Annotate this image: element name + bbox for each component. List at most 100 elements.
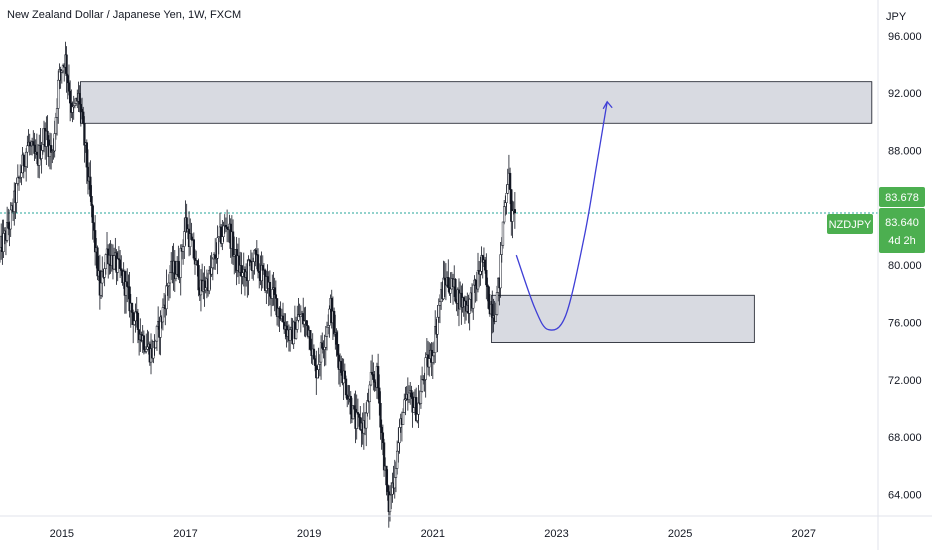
candle-body: [378, 387, 381, 404]
candle-body: [299, 314, 302, 317]
candle-body: [388, 494, 392, 513]
candle-body: [438, 301, 442, 306]
candle-body: [393, 477, 396, 489]
candle-body: [472, 284, 475, 309]
candle-body: [57, 79, 60, 109]
candle-body: [161, 307, 165, 323]
candle-body: [397, 442, 400, 452]
candle-body: [133, 320, 136, 325]
candle-body: [126, 281, 129, 287]
candle-body: [32, 141, 35, 146]
demand-zone[interactable]: [491, 294, 755, 343]
candle-body: [437, 305, 440, 318]
candle-body: [25, 151, 28, 167]
projection-arrowhead: [602, 100, 613, 110]
candle-body: [196, 260, 199, 266]
candle-body: [368, 384, 371, 402]
candle-body: [323, 346, 326, 350]
candle-body: [415, 397, 418, 421]
candle-body: [177, 260, 180, 277]
candle-body: [513, 209, 517, 214]
current-price-label: 83.640: [885, 217, 919, 229]
time-axis[interactable]: 2015 2017 2019 2021 2023 2025 2027: [50, 528, 816, 540]
chart-title: New Zealand Dollar / Japanese Yen, 1W, F…: [7, 9, 242, 21]
candle-body: [332, 310, 336, 335]
candle-body: [385, 465, 388, 486]
candle-body: [214, 254, 217, 259]
candle-body: [505, 193, 508, 203]
candle-body: [349, 395, 352, 415]
candle-body: [416, 414, 419, 421]
candle-body: [78, 93, 81, 105]
price-axis[interactable]: 96.000 92.000 88.000 80.000 76.000 72.000 68.0…: [888, 31, 922, 502]
candle-body: [321, 342, 324, 349]
candle-body: [403, 399, 406, 413]
candle-body: [324, 336, 327, 348]
time-tick-label: 2021: [421, 528, 445, 540]
candle-body: [417, 402, 420, 415]
candle-body: [468, 299, 471, 314]
candle-body: [54, 117, 58, 134]
candle-body: [15, 183, 18, 203]
candle-body: [275, 298, 279, 317]
candle-body: [20, 172, 23, 178]
candle-body: [366, 400, 369, 414]
candle-body: [313, 358, 317, 366]
candle-body: [379, 402, 382, 428]
projection-curve[interactable]: [515, 101, 608, 331]
candle-body: [504, 202, 507, 207]
candle-body: [419, 391, 423, 404]
candle-body: [2, 233, 5, 252]
candle-body: [69, 90, 72, 104]
candle-body: [386, 484, 389, 492]
candle-body: [83, 123, 86, 146]
candle-body: [344, 378, 348, 396]
candle-body: [204, 287, 207, 291]
supply-zone[interactable]: [79, 81, 873, 124]
candle-body: [431, 355, 434, 363]
candle-body: [181, 246, 185, 252]
candle-body: [312, 348, 316, 359]
candle-body: [112, 255, 116, 270]
price-badge[interactable]: 83.678 83.640 4d 2h: [879, 187, 925, 253]
candle-body: [116, 258, 119, 273]
candle-body: [92, 222, 96, 231]
candle-body: [9, 209, 12, 230]
candle-body: [412, 407, 415, 413]
candle-body: [211, 258, 214, 269]
candle-body: [268, 282, 272, 297]
zones-layer: [79, 81, 873, 343]
candle-body: [353, 405, 356, 410]
candle-body: [317, 364, 320, 370]
candle-body: [371, 371, 374, 375]
candle-body: [49, 145, 53, 153]
candle-body: [454, 278, 457, 302]
symbol-badge[interactable]: NZDJPY: [827, 214, 873, 234]
time-tick-label: 2027: [792, 528, 816, 540]
candle-body: [197, 265, 200, 291]
candle-body: [26, 145, 29, 153]
time-tick-label: 2015: [50, 528, 74, 540]
candle-body: [381, 432, 385, 443]
candle-body: [487, 286, 490, 309]
candle-body: [407, 392, 411, 400]
candle-body: [294, 329, 298, 339]
candle-body: [168, 272, 172, 284]
candle-body: [65, 54, 68, 76]
candle-body: [508, 172, 512, 190]
candle-body: [90, 196, 93, 206]
candle-body: [336, 344, 339, 356]
candle-body: [41, 144, 44, 151]
candle-body: [256, 254, 260, 272]
candle-body: [436, 316, 439, 335]
candle-body: [247, 259, 250, 281]
candle-body: [365, 412, 368, 429]
candle-body: [28, 141, 31, 147]
price-tick-label: 76.000: [888, 318, 922, 330]
candle-body: [155, 326, 159, 342]
candle-body: [82, 111, 85, 124]
candle-body: [373, 379, 376, 383]
candle-body: [252, 261, 255, 271]
candle-body: [434, 326, 437, 353]
